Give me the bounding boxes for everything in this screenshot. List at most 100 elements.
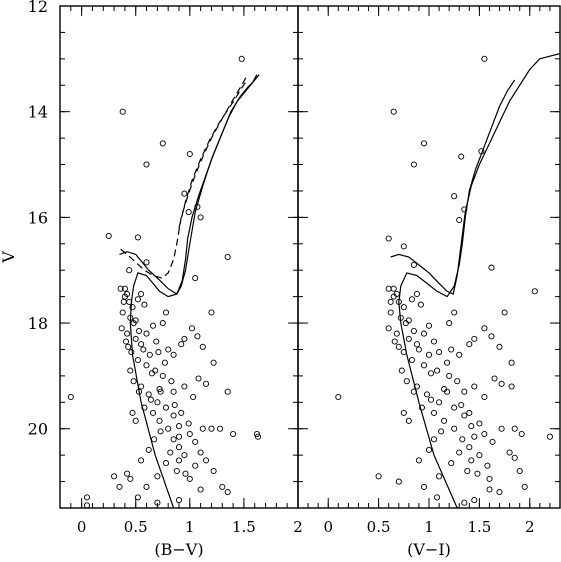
star-point [427, 370, 435, 377]
star-point [186, 475, 193, 482]
star-point [188, 325, 196, 332]
star-point [143, 483, 150, 490]
star-point [478, 148, 485, 155]
star-point [403, 378, 410, 385]
star-point [159, 372, 166, 379]
star-point [398, 367, 405, 374]
star-point [413, 383, 420, 390]
star-point [159, 320, 166, 327]
star-point [140, 346, 147, 353]
star-point [489, 438, 496, 445]
star-point [138, 457, 145, 464]
star-point [162, 404, 170, 411]
star-point [154, 473, 161, 480]
star-point [461, 412, 468, 419]
star-point [138, 341, 145, 348]
star-point [420, 483, 428, 490]
star-point [145, 391, 152, 398]
star-point [210, 467, 217, 475]
star-point [135, 388, 143, 395]
x-axis-label: (B−V) [154, 540, 203, 559]
star-point [143, 259, 150, 266]
star-point [415, 457, 422, 464]
star-point [438, 428, 445, 435]
star-point [456, 216, 463, 224]
star-point [491, 375, 498, 382]
star-point [151, 436, 158, 443]
star-point [253, 430, 260, 438]
star-point [508, 359, 515, 366]
star-point [486, 475, 493, 482]
y-axis-label: V [0, 251, 18, 264]
star-point [185, 209, 192, 216]
star-point [185, 420, 192, 427]
star-point [484, 462, 491, 469]
star-point [152, 367, 159, 374]
plot-frame [297, 5, 561, 509]
star-point [410, 161, 417, 168]
star-point [436, 349, 443, 356]
isochrone-dashed [178, 79, 248, 229]
star-point [154, 399, 161, 406]
star-point [194, 203, 201, 210]
star-point [120, 298, 127, 305]
star-point [141, 404, 148, 411]
star-point [496, 343, 503, 350]
star-point [153, 338, 160, 345]
star-point [444, 359, 451, 366]
star-point [230, 430, 237, 438]
star-point [170, 388, 177, 395]
star-point [335, 393, 342, 401]
star-point [454, 378, 461, 385]
star-point [474, 470, 481, 477]
x-axis-label: (V−I) [407, 540, 451, 559]
star-point [134, 356, 141, 364]
star-point [488, 264, 495, 271]
star-point [127, 475, 134, 482]
star-point [130, 320, 137, 327]
star-point [134, 296, 141, 303]
star-point [466, 341, 473, 348]
star-point [436, 473, 443, 480]
x-tick-label: 0 [323, 518, 333, 536]
star-point [138, 290, 145, 298]
star-point [161, 359, 168, 366]
star-point [385, 235, 392, 242]
star-point [390, 108, 397, 115]
star-point [471, 433, 478, 440]
star-point [496, 489, 503, 496]
star-point [134, 494, 141, 501]
star-point [186, 430, 193, 438]
star-point [425, 446, 433, 453]
star-point [175, 444, 183, 451]
star-point [461, 206, 468, 213]
star-point [181, 383, 188, 390]
star-point [468, 423, 475, 430]
star-point [192, 438, 199, 445]
star-point [413, 290, 420, 298]
star-point [195, 375, 202, 382]
x-tick-label: 0 [77, 518, 87, 536]
star-point [446, 320, 453, 327]
star-point [405, 335, 412, 342]
star-point [117, 285, 124, 292]
star-point [425, 351, 433, 358]
star-point [149, 409, 157, 416]
star-point [126, 267, 133, 274]
star-point [441, 417, 448, 424]
star-point [155, 349, 162, 356]
star-point [130, 378, 137, 385]
star-point [395, 298, 402, 305]
star-point [408, 356, 415, 364]
star-point [400, 409, 407, 416]
plot-frame [59, 5, 299, 509]
star-point [170, 412, 177, 419]
star-point [254, 433, 262, 440]
star-point [434, 494, 441, 501]
star-point [400, 349, 407, 356]
star-point [459, 436, 466, 443]
star-point [129, 409, 136, 416]
star-point [466, 444, 473, 451]
star-point [181, 452, 188, 459]
